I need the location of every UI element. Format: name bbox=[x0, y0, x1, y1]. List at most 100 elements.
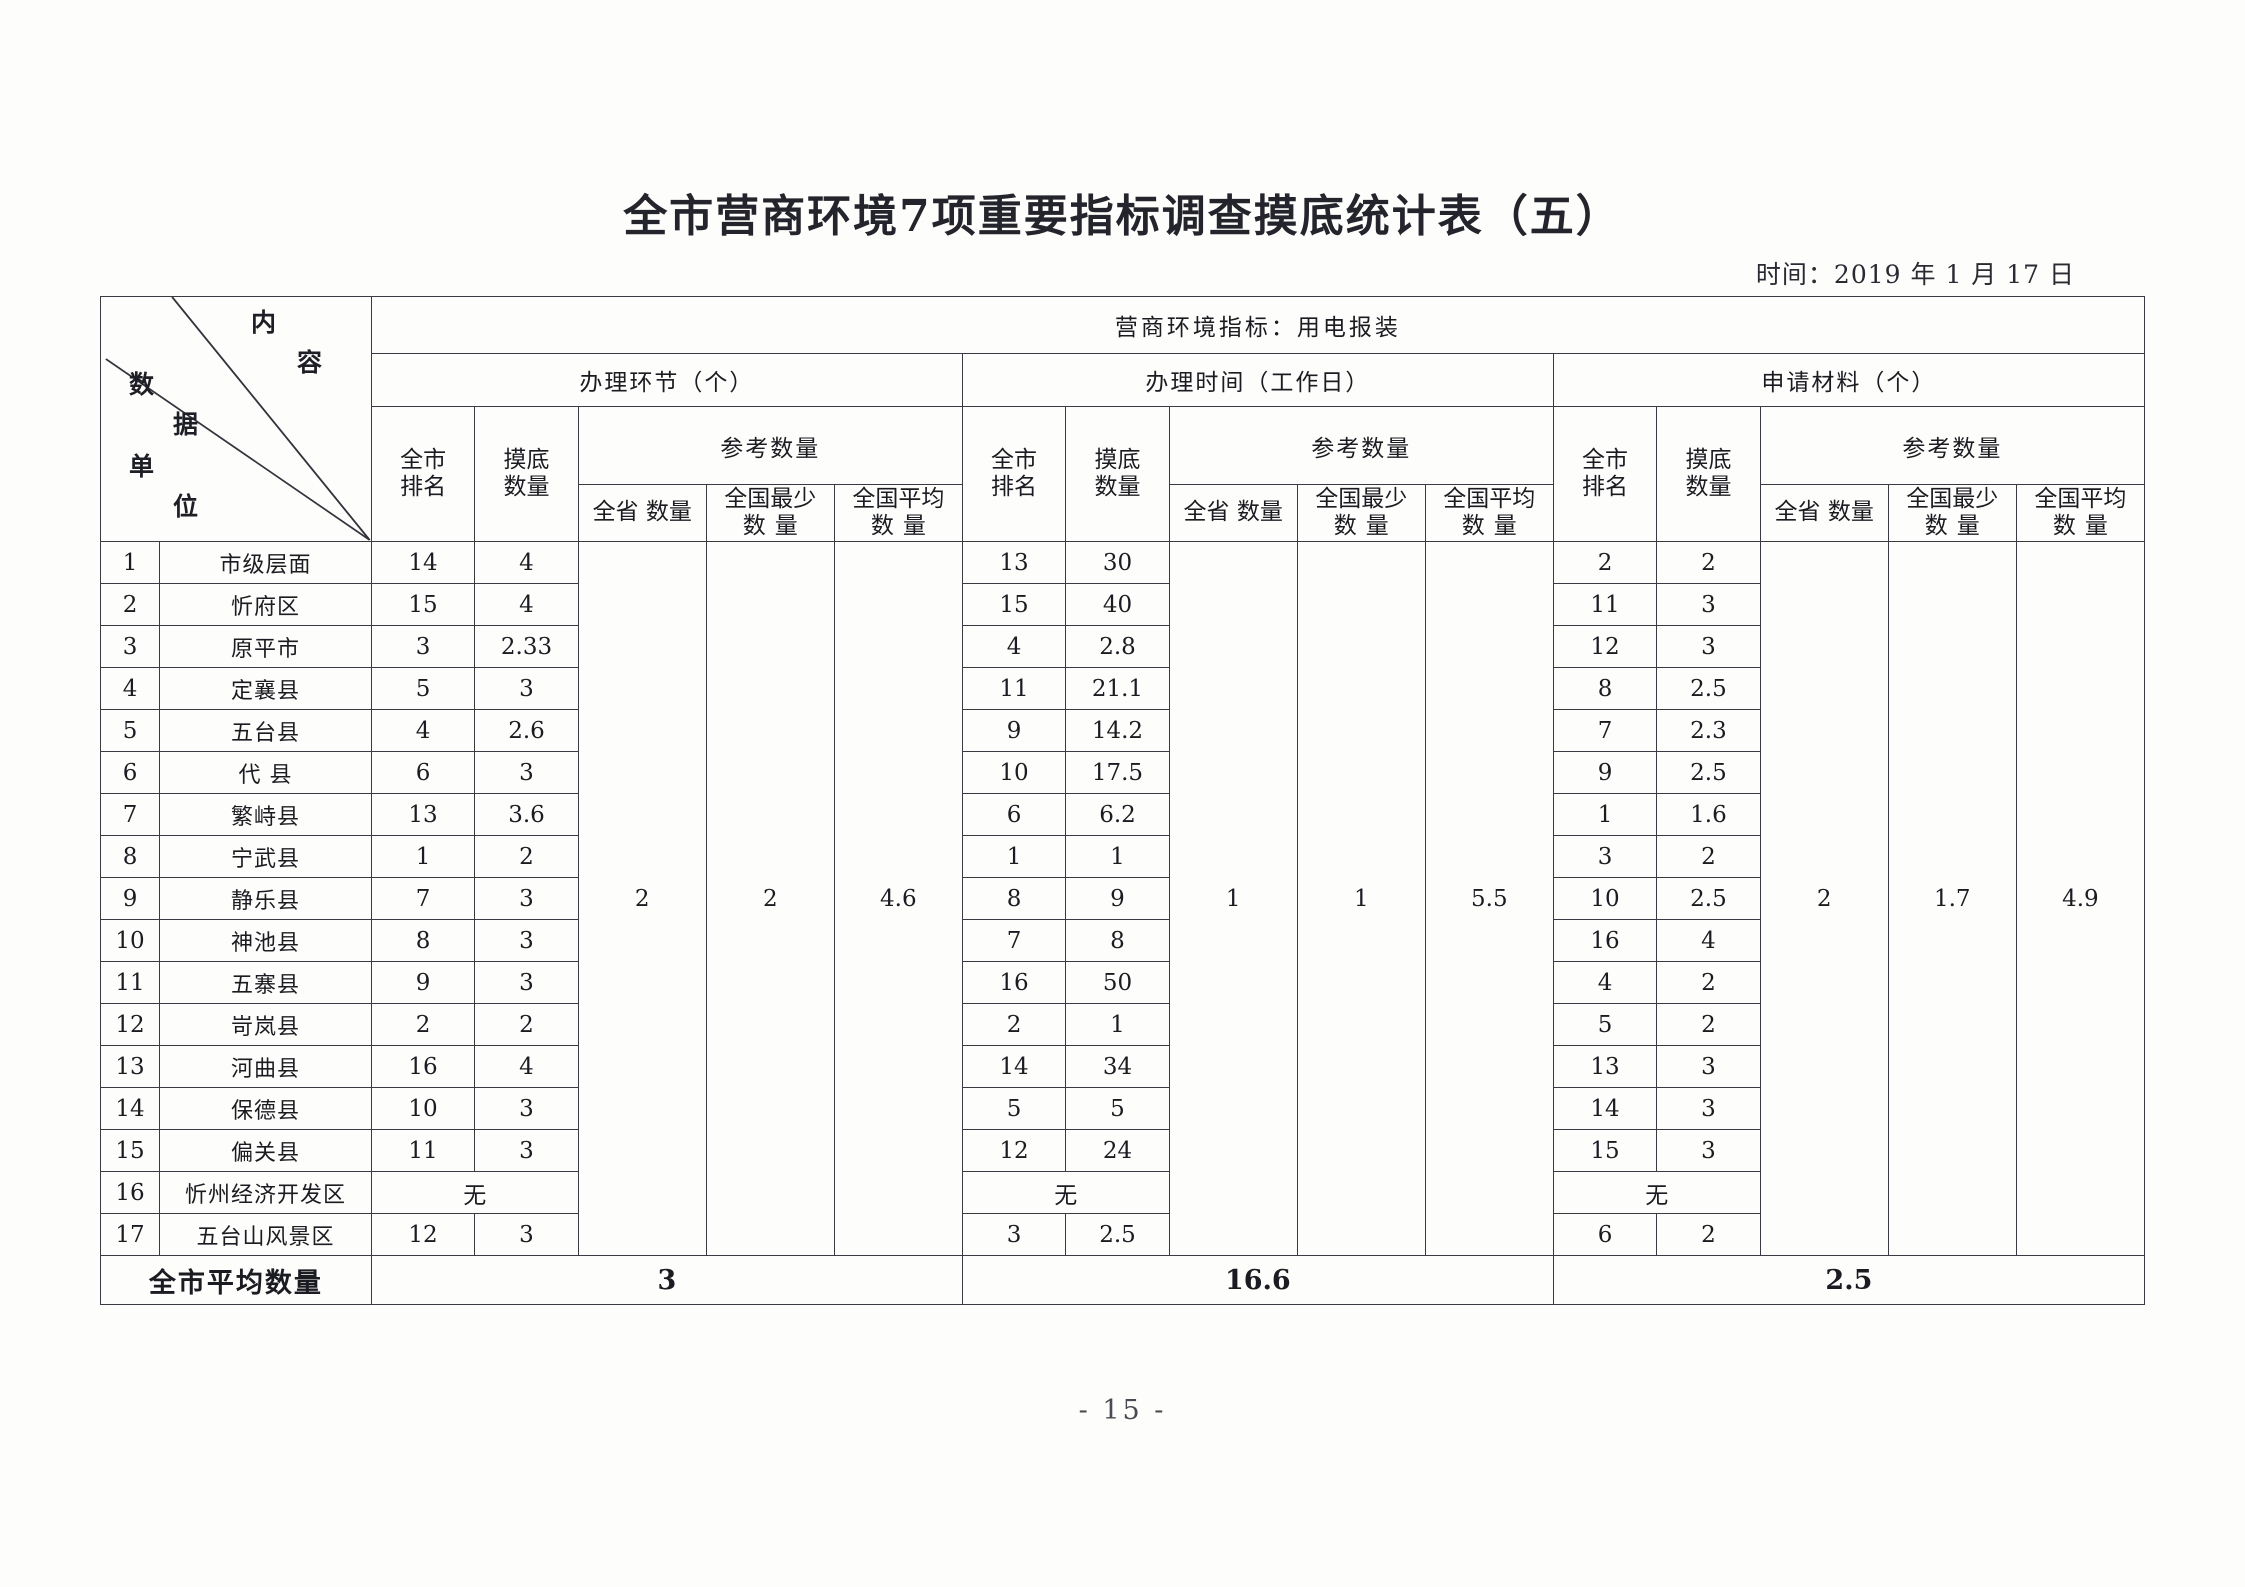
cell-rank-materials: 7 bbox=[1552, 709, 1658, 752]
table-row: 2 忻府区 15 4 15 40 11 3 bbox=[99, 583, 2145, 626]
cell-none-steps: 无 bbox=[370, 1171, 579, 1214]
cell-qty-materials: 2 bbox=[1656, 835, 1761, 878]
subheader-province-materials: 全省 数量 bbox=[1759, 484, 1889, 542]
total-materials: 2.5 bbox=[1552, 1255, 2146, 1305]
cell-rank-steps: 10 bbox=[370, 1087, 476, 1130]
cell-rank-materials: 12 bbox=[1552, 625, 1658, 668]
row-index: 3 bbox=[99, 625, 161, 668]
cell-qty-materials: 3 bbox=[1656, 625, 1761, 668]
cell-qty-time: 50 bbox=[1065, 961, 1170, 1004]
cell-rank-steps: 2 bbox=[370, 1003, 476, 1046]
total-time: 16.6 bbox=[961, 1255, 1554, 1305]
cell-rank-materials: 8 bbox=[1552, 667, 1658, 710]
table-row: 8 宁武县 1 2 1 1 3 2 bbox=[99, 835, 2145, 878]
subheader-national-avg-materials: 全国平均 数量 bbox=[2015, 484, 2146, 542]
cell-rank-time: 1 bbox=[961, 835, 1067, 878]
cell-qty-steps: 3 bbox=[474, 877, 579, 920]
cell-rank-steps: 14 bbox=[370, 541, 476, 584]
cell-rank-steps: 11 bbox=[370, 1129, 476, 1172]
page-number: - 15 - bbox=[1078, 1395, 1167, 1426]
cell-rank-steps: 12 bbox=[370, 1213, 476, 1256]
row-unit-name: 五台县 bbox=[159, 709, 372, 752]
cell-rank-materials: 5 bbox=[1552, 1003, 1658, 1046]
table-row: 7 繁峙县 13 3.6 6 6.2 1 1.6 bbox=[99, 793, 2145, 836]
cell-rank-steps: 1 bbox=[370, 835, 476, 878]
cell-qty-time: 30 bbox=[1065, 541, 1170, 584]
page-title: 全市营商环境7项重要指标调查摸底统计表（五） bbox=[623, 191, 1622, 242]
subheader-province-steps: 全省 数量 bbox=[577, 484, 707, 542]
cell-qty-steps: 3 bbox=[474, 751, 579, 794]
row-index: 4 bbox=[99, 667, 161, 710]
cell-qty-time: 1 bbox=[1065, 835, 1170, 878]
cell-qty-steps: 4 bbox=[474, 541, 579, 584]
corner-label-data-2: 据 bbox=[173, 410, 201, 439]
cell-qty-steps: 3 bbox=[474, 1129, 579, 1172]
table-row: 10 神池县 8 3 7 8 16 4 bbox=[99, 919, 2145, 962]
row-unit-name: 保德县 bbox=[159, 1087, 372, 1130]
subheader-reference-time: 参考数量 bbox=[1168, 406, 1554, 485]
cell-qty-time: 34 bbox=[1065, 1045, 1170, 1088]
cell-qty-materials: 2.3 bbox=[1656, 709, 1761, 752]
cell-rank-materials: 1 bbox=[1552, 793, 1658, 836]
row-index: 17 bbox=[99, 1213, 161, 1256]
row-unit-name: 岢岚县 bbox=[159, 1003, 372, 1046]
cell-qty-steps: 4 bbox=[474, 583, 579, 626]
cell-rank-materials: 4 bbox=[1552, 961, 1658, 1004]
subheader-city-rank-time: 全市 排名 bbox=[961, 406, 1067, 542]
corner-diagonal-lines bbox=[105, 297, 371, 541]
cell-rank-time: 13 bbox=[961, 541, 1067, 584]
cell-ref-province-time: 1 bbox=[1168, 541, 1298, 1256]
cell-qty-materials: 2.5 bbox=[1656, 667, 1761, 710]
cell-rank-steps: 4 bbox=[370, 709, 476, 752]
cell-rank-time: 16 bbox=[961, 961, 1067, 1004]
cell-qty-materials: 3 bbox=[1656, 1045, 1761, 1088]
cell-qty-steps: 3 bbox=[474, 1087, 579, 1130]
subheader-national-min-steps: 全国最少 数量 bbox=[705, 484, 835, 542]
cell-rank-time: 14 bbox=[961, 1045, 1067, 1088]
subheader-province-time: 全省 数量 bbox=[1168, 484, 1298, 542]
cell-qty-time: 14.2 bbox=[1065, 709, 1170, 752]
cell-none-time: 无 bbox=[961, 1171, 1170, 1214]
cell-qty-steps: 4 bbox=[474, 1045, 579, 1088]
cell-qty-time: 17.5 bbox=[1065, 751, 1170, 794]
subheader-survey-qty-materials: 摸底 数量 bbox=[1656, 406, 1761, 542]
table-row: 3 原平市 3 2.33 4 2.8 12 3 bbox=[99, 625, 2145, 668]
table-row: 13 河曲县 16 4 14 34 13 3 bbox=[99, 1045, 2145, 1088]
row-unit-name: 定襄县 bbox=[159, 667, 372, 710]
cell-qty-time: 6.2 bbox=[1065, 793, 1170, 836]
cell-qty-time: 21.1 bbox=[1065, 667, 1170, 710]
group-header-steps: 办理环节（个） bbox=[370, 353, 963, 407]
table-row: 9 静乐县 7 3 8 9 10 2.5 bbox=[99, 877, 2145, 920]
row-index: 16 bbox=[99, 1171, 161, 1214]
cell-rank-materials: 15 bbox=[1552, 1129, 1658, 1172]
row-unit-name: 偏关县 bbox=[159, 1129, 372, 1172]
cell-rank-steps: 15 bbox=[370, 583, 476, 626]
subheader-city-rank-materials: 全市 排名 bbox=[1552, 406, 1658, 542]
subheader-national-min-time: 全国最少 数量 bbox=[1296, 484, 1426, 542]
row-index: 15 bbox=[99, 1129, 161, 1172]
cell-qty-time: 9 bbox=[1065, 877, 1170, 920]
cell-rank-steps: 8 bbox=[370, 919, 476, 962]
cell-qty-steps: 3 bbox=[474, 667, 579, 710]
cell-rank-materials: 3 bbox=[1552, 835, 1658, 878]
cell-qty-time: 24 bbox=[1065, 1129, 1170, 1172]
cell-qty-time: 1 bbox=[1065, 1003, 1170, 1046]
row-index: 1 bbox=[99, 541, 161, 584]
cell-ref-national-min-time: 1 bbox=[1296, 541, 1426, 1256]
cell-qty-steps: 2.33 bbox=[474, 625, 579, 668]
table-row: 12 岢岚县 2 2 2 1 5 2 bbox=[99, 1003, 2145, 1046]
cell-qty-steps: 2.6 bbox=[474, 709, 579, 752]
cell-qty-materials: 2.5 bbox=[1656, 877, 1761, 920]
table-row: 14 保德县 10 3 5 5 14 3 bbox=[99, 1087, 2145, 1130]
row-unit-name: 忻州经济开发区 bbox=[159, 1171, 372, 1214]
table-corner-cell: 内 容 数 据 单 位 bbox=[100, 296, 372, 542]
cell-ref-national-avg-time: 5.5 bbox=[1424, 541, 1554, 1256]
cell-qty-steps: 3 bbox=[474, 1213, 579, 1256]
group-header-time: 办理时间（工作日） bbox=[961, 353, 1554, 407]
cell-rank-materials: 10 bbox=[1552, 877, 1658, 920]
table-row: 16 忻州经济开发区无无无 bbox=[99, 1171, 2145, 1214]
cell-rank-steps: 7 bbox=[370, 877, 476, 920]
row-index: 11 bbox=[99, 961, 161, 1004]
cell-qty-materials: 3 bbox=[1656, 1129, 1761, 1172]
